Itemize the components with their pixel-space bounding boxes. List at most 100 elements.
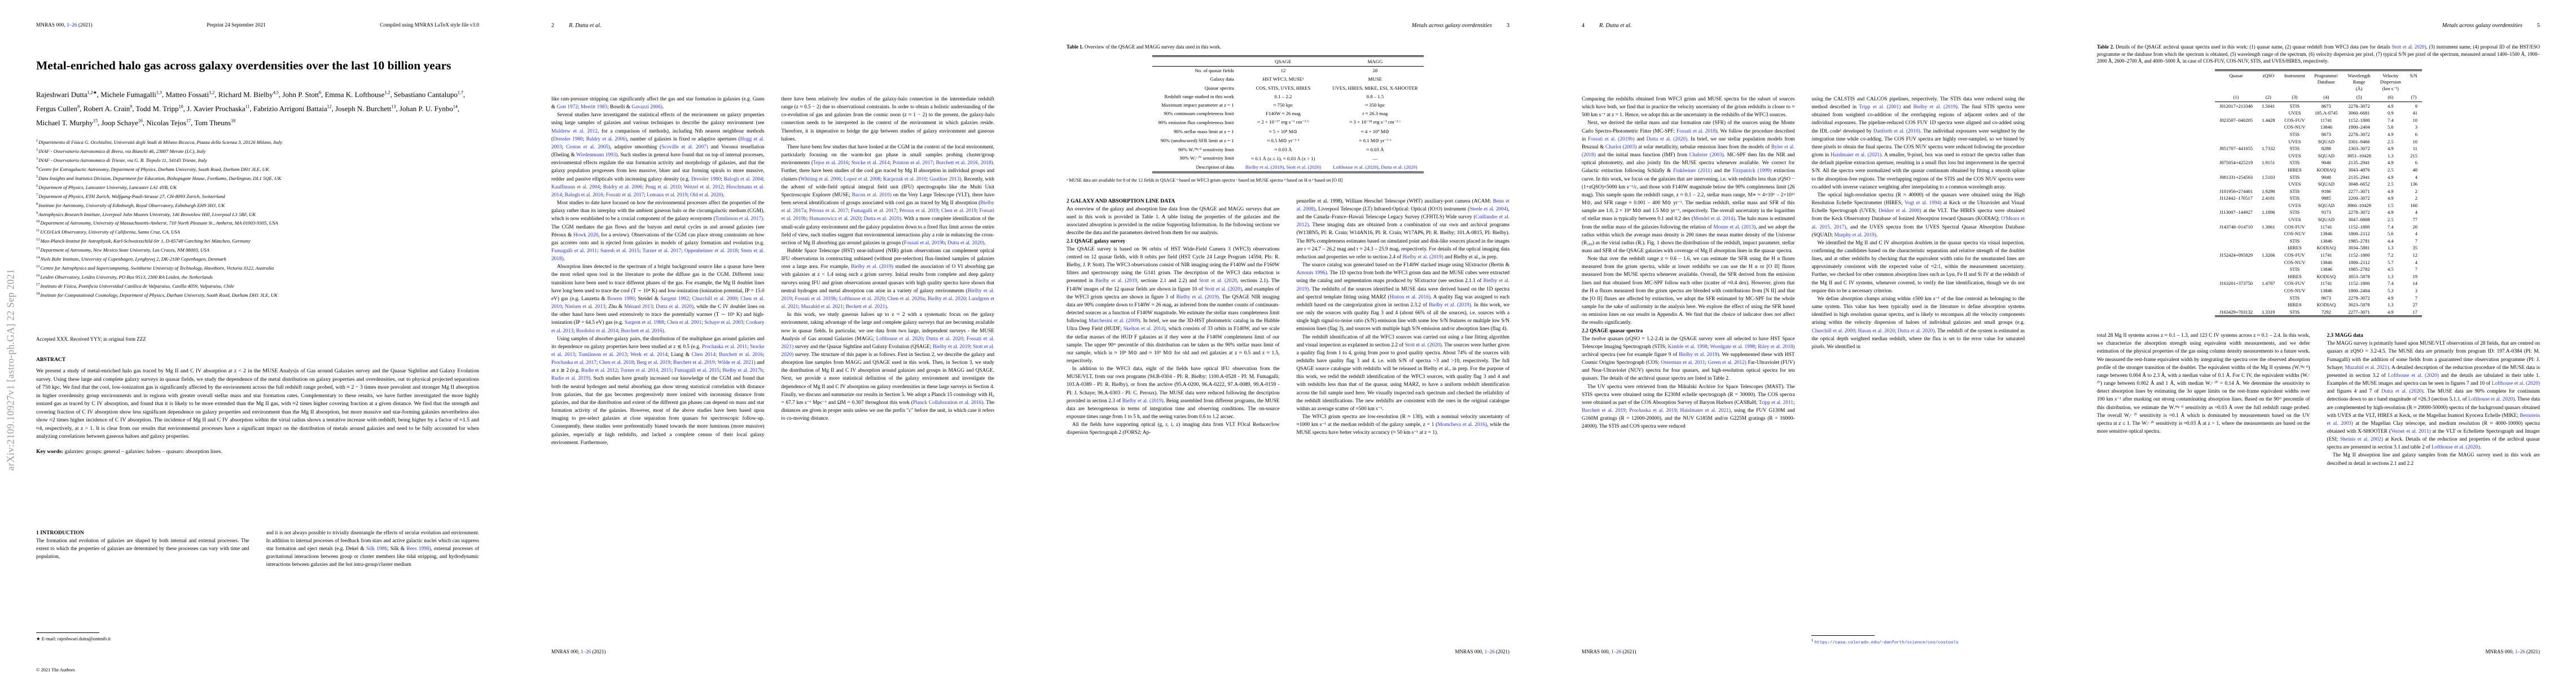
paragraph: Absorption lines detected in the spectru… <box>551 264 765 334</box>
table2-col-header: S/N <box>2410 72 2417 78</box>
affiliation: 13Department of Astronomy, New Mexico St… <box>36 247 209 253</box>
paragraph: We define absorption clumps arising with… <box>1811 296 2025 350</box>
author: Sebastiano Cantalupo1,7, <box>393 90 466 99</box>
affiliation: 4Centre for Extragalactic Astronomy, Dep… <box>36 165 269 172</box>
table-row: J113007−144927 1.1896 STIS 9173 2278–3072 4.9… <box>2219 209 2417 216</box>
intro-columns: 1 INTRODUCTION The formation and evolutio… <box>36 529 479 569</box>
table-row: UVES 185.A-0745 3060–6681 0.9 41 <box>2288 110 2417 116</box>
table-row: HIRES KODIAQ 3023–5878 1.3 27 <box>2288 302 2417 308</box>
email-footnote: ★ E-mail: rajeshwari.dutta@unimib.it <box>36 632 111 642</box>
table-row: 90% (unobscured) SFR limit at z = 1 ≈ 0.5… <box>1160 137 1392 144</box>
table-row: No. of quasar fields 12 28 <box>1195 68 1378 74</box>
table-row: J101956+274401 1.9298 STIS 9186 2277–3071 4.9… <box>2219 188 2417 194</box>
table-row: J051707−441055 1.7332 STIS 8288 2303–3072 4.9… <box>2219 146 2417 152</box>
table-row: J081331+254503 1.5103 STIS 9040 2135–2941 4.9… <box>2219 174 2417 180</box>
paragraph: Hubble Space Telescope (HST) near-infrar… <box>781 248 995 310</box>
paragraph: An overview of the galaxy and absorption… <box>1067 206 1280 236</box>
pages-link[interactable]: 1–26 <box>66 23 77 28</box>
table-row: J152424+095829 1.3266 COS-FUV 11741 1152–180… <box>2219 252 2417 258</box>
table-row: J012017+213346 1.5041 STIS 8673 2278–3072 4.9… <box>2219 103 2417 109</box>
author: Tom Theuns18 <box>194 118 236 128</box>
table-row: J075054+425219 1.9151 STIS 9040 2135–2941 4.9… <box>2219 160 2417 166</box>
author: Nicolas Tejos17, <box>146 118 195 128</box>
table-row: Redshift range studied in this work 0.1 –… <box>1164 93 1384 99</box>
table-row: UVES SQUAD 3047–6808 2.5 77 <box>2288 217 2417 223</box>
column-right: 2.3 MAGG data The MAGG survey is primaril… <box>2327 332 2540 468</box>
running-head: Metals across galaxy overdensities 3 <box>1067 23 1509 29</box>
paragraph: The Mg II absorption line and galaxy sam… <box>2327 452 2540 467</box>
table-row: 90% Wᵣᴹᵍ ᴵᴵ sensitivity limit ≈ 0.03 Å ≈ 0… <box>1178 146 1384 152</box>
paragraph: 2.1 QSAGE galaxy survey <box>1067 238 1126 244</box>
table-1: QSAGE MAGG No. of quasar fields 12 28 Galaxy… <box>1152 55 1424 173</box>
author: Fergus Cullen8, <box>36 104 84 113</box>
author: Rajeshwari Dutta1,2★, <box>36 90 101 99</box>
column-right: and it is not always possible to trivial… <box>266 529 480 569</box>
affiliation: 18Institute for Computational Cosmology,… <box>36 292 278 298</box>
paragraph: The WFC3 grism spectra are low-resolutio… <box>1296 414 1510 436</box>
affiliation: 12Max-Planck-Institut für Astrophysik, K… <box>36 238 251 244</box>
paragraph: Most studies to date have focused on how… <box>551 200 765 262</box>
column-right: penzeller et al. 1998), William Herschel… <box>1297 197 1510 437</box>
author: John P. Stott6, <box>282 90 325 99</box>
table-row: COS-NUV 13846 1800–2112 5.6 4 <box>2284 231 2417 237</box>
table-row: J163429+703132 1.3319 STIS 7292 2277–3071 4.9… <box>2219 309 2417 315</box>
table-row: Maximum impact parameter at z = 1 ≈ 750 k… <box>1161 102 1385 108</box>
page-footer: MNRAS 000, 1–26 (2021) <box>551 649 606 654</box>
author: J. Xavier Prochaska11, <box>187 104 253 113</box>
affiliation: 10Department of Astronomy, University of… <box>36 219 278 226</box>
page-number: 5 <box>2536 23 2540 29</box>
paragraph: 2 GALAXY AND ABSORPTION LINE DATA <box>1067 197 1175 204</box>
page-5: Metals across galaxy overdensities 5 Tabl… <box>2061 0 2576 677</box>
paragraph: penzeller et al. 1998), William Herschel… <box>1296 198 1510 260</box>
table2-col-header: Quasar <box>2229 72 2243 78</box>
table2-col-header: Instrument <box>2284 72 2305 78</box>
text-columns: 2 GALAXY AND ABSORPTION LINE DATA An over… <box>1067 197 1509 437</box>
pages-link[interactable]: 1–26 <box>2514 649 2525 654</box>
paragraph: All the fields have supporting optical (… <box>1067 422 1280 436</box>
footnote-rule <box>1811 635 1875 636</box>
running-head: Metals across galaxy overdensities 5 <box>2097 23 2540 29</box>
table1-footnote: ᵃ MUSE data are available for 8 of the 1… <box>1067 177 1343 183</box>
table-row: Quasar spectra COS, STIS, UVES, HIRES UVES… <box>1204 85 1418 91</box>
paragraph: 2.2 QSAGE quasar spectra <box>1582 328 1643 334</box>
paragraph: The MAGG survey is primarily based upon … <box>2327 341 2540 451</box>
table-row: 90% emission flux completeness limit ≈ 2 … <box>1158 119 1401 125</box>
table-row: COS-NUV 13846 1800–2404 5.3 3 <box>2284 288 2417 294</box>
pages-link[interactable]: 1–26 <box>1484 649 1495 654</box>
paragraph: total 28 Mg II systems across z ≈ 0.1 – … <box>2097 333 2310 434</box>
page-4: 4 R. Dutta et al. Comparing the redshifts… <box>1546 0 2061 677</box>
pages-link[interactable]: 1–26 <box>1611 649 1622 654</box>
footnote-link[interactable]: https://casa.colorado.edu/~danforth/scie… <box>1814 641 1959 645</box>
affiliation: 8Institute for Astronomy, University of … <box>36 201 225 208</box>
author-list: Rajeshwari Dutta1,2★, Michele Fumagalli1… <box>36 87 479 130</box>
text-columns: Comparing the redshifts obtained from WF… <box>1582 95 2025 431</box>
table-row: HIRES KODIAQ 3043–4876 2.5 48 <box>2288 166 2417 173</box>
footnote-rule <box>36 632 99 633</box>
table-row: J163201+373750 1.4787 COS-FUV 11741 1152–180… <box>2219 280 2417 287</box>
page-footer: MNRAS 000, 1–26 (2021) <box>1455 649 1509 654</box>
pages-link[interactable]: 1–26 <box>581 649 591 654</box>
table-row: UVES SQUAD 3060–10429 1.5 160 <box>2288 202 2417 208</box>
column-left: like ram-pressure stripping can signific… <box>551 95 765 447</box>
paragraph: The source catalog was generated based o… <box>1296 262 1510 332</box>
affiliation: 7Department of Physics, ETH Zurich, Wolf… <box>36 192 225 199</box>
author: Fabrizio Arrigoni Battaia12, <box>253 104 336 113</box>
table-row: COS-NUV 13846 1800–2112 5.7 4 <box>2284 259 2417 265</box>
table2-col-number: (3) <box>2279 94 2310 103</box>
compiled-note: Compiled using MNRAS LaTeX style file v3… <box>380 23 479 28</box>
abstract-text: We present a study of metal-enriched hal… <box>36 368 479 440</box>
paragraph: there have been relatively few studies o… <box>781 96 995 142</box>
running-head: 2 R. Dutta et al. <box>551 23 994 29</box>
running-title: Metals across galaxy overdensities <box>2442 23 2522 29</box>
author: Todd M. Tripp10, <box>135 104 187 113</box>
paragraph: In this work, we study gaseous haloes up… <box>781 312 995 422</box>
affiliation-list: 1Dipartimento di Fisica G. Occhialini, U… <box>36 137 479 300</box>
paragraph: Using samples of absorber-galaxy pairs, … <box>551 336 765 446</box>
table-2: Quasar zQSO Instrument Programme/ Database W… <box>2215 69 2422 318</box>
author: Johan P. U. Fynbo14, <box>399 104 460 113</box>
table2-col-number: (6) <box>2375 94 2406 103</box>
paragraph: The QSAGE survey is based on 96 orbits o… <box>1067 246 1280 364</box>
column-right: there have been relatively few studies o… <box>782 95 995 447</box>
page-number: 2 <box>551 23 555 29</box>
author: Emma K. Lofthouse1,2, <box>324 90 394 99</box>
